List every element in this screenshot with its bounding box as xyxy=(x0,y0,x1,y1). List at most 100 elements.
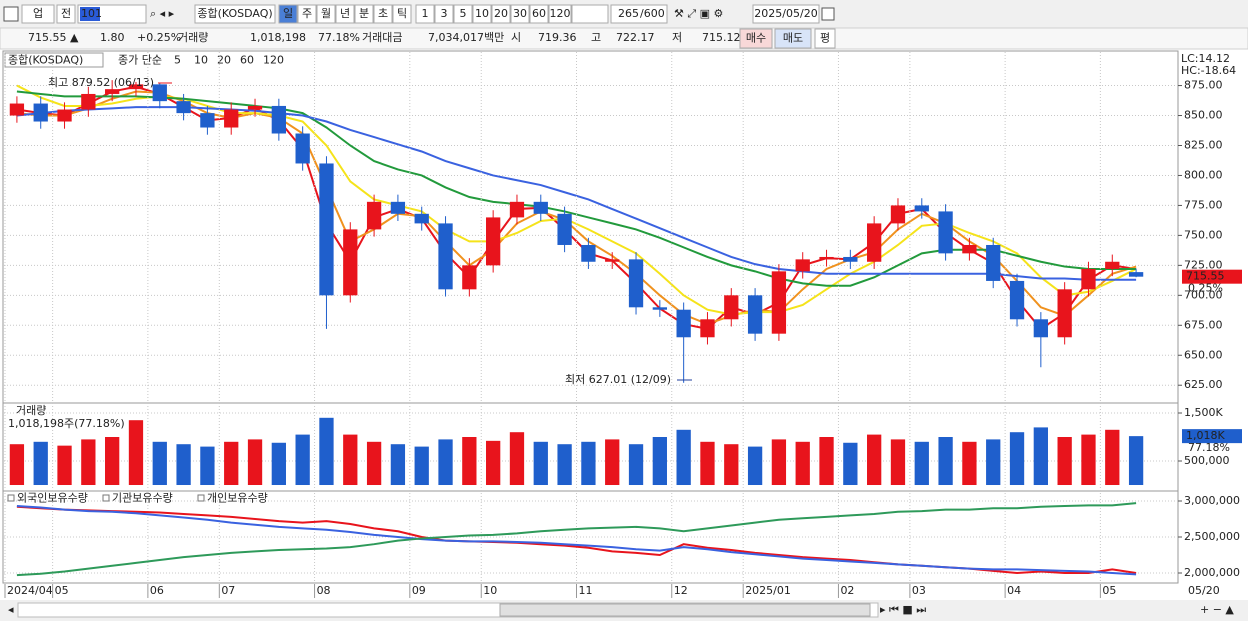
volume-bar xyxy=(462,437,477,486)
scroll-left[interactable]: ◂ xyxy=(8,603,14,616)
calendar-icon[interactable] xyxy=(821,7,835,21)
panel-title: 거래량 xyxy=(16,404,46,417)
y-tick-label: 825.00 xyxy=(1184,138,1223,151)
last-value-box xyxy=(1182,429,1242,444)
y-tick-label: 650.00 xyxy=(1184,348,1223,361)
count-button-box[interactable] xyxy=(472,4,492,24)
candle-body xyxy=(843,256,858,262)
period-button-box[interactable] xyxy=(373,4,393,24)
change: 1.80 xyxy=(100,31,125,44)
buy-button-box[interactable] xyxy=(739,28,773,49)
volume-bar xyxy=(343,434,358,486)
candle-body xyxy=(128,84,144,90)
x-tick-label: 08 xyxy=(317,584,331,597)
series-line xyxy=(16,502,1137,577)
last-rate: 0.25% xyxy=(1188,282,1223,295)
info-bar-bg xyxy=(0,27,1248,50)
candle-body xyxy=(486,217,501,266)
high-label: 고 xyxy=(591,31,601,44)
volume-bar xyxy=(438,439,453,486)
volume-bar xyxy=(271,442,286,486)
volume-bar xyxy=(700,441,715,486)
volume-bar xyxy=(867,434,882,486)
volume-bar xyxy=(105,437,120,486)
count-button-box[interactable] xyxy=(415,4,435,24)
volume-bar xyxy=(771,439,787,486)
prev-button-box[interactable] xyxy=(56,4,76,24)
volume-bar xyxy=(319,417,334,486)
volume-bar xyxy=(652,437,667,486)
candle-body xyxy=(938,211,953,254)
annotation: 최고 879.52 (06/13) xyxy=(48,76,154,89)
y-tick-label: 850.00 xyxy=(1184,109,1223,122)
count-button-box[interactable] xyxy=(491,4,511,24)
name-input: 종합(KOSDAQ) xyxy=(197,7,272,20)
candle-body xyxy=(462,265,477,290)
y-tick-label: 625.00 xyxy=(1184,378,1223,391)
candle-body xyxy=(557,213,572,245)
x-tick-label: 02 xyxy=(840,584,854,597)
series-line xyxy=(16,106,1137,281)
count-button: 20 xyxy=(494,7,508,20)
period-button: 년 xyxy=(340,7,350,20)
candle-body xyxy=(986,244,1001,281)
candle-body xyxy=(343,229,358,296)
count-input[interactable] xyxy=(610,4,668,24)
name-input-box[interactable] xyxy=(194,4,276,24)
count-button-box[interactable] xyxy=(548,4,572,24)
zoom-buttons[interactable]: + − ▲ xyxy=(1200,603,1234,616)
period-button-box[interactable] xyxy=(354,4,374,24)
volume-bar xyxy=(724,444,739,486)
legend-title: 종합(KOSDAQ) xyxy=(8,54,83,67)
candle-body xyxy=(1009,280,1025,320)
candle-body xyxy=(890,205,906,224)
candle-body xyxy=(176,101,191,114)
volume-bar xyxy=(747,446,763,486)
legend-entry: 20 xyxy=(217,54,231,67)
count-button-box[interactable] xyxy=(510,4,530,24)
volume-bar xyxy=(176,444,191,486)
period-button-box[interactable] xyxy=(392,4,412,24)
scroll-buttons[interactable]: ▸ ⏮ ■ ⏭ xyxy=(880,603,926,616)
y-tick-label: 725.00 xyxy=(1184,258,1223,271)
y-tick-label: 750.00 xyxy=(1184,228,1223,241)
x-tick-label: 03 xyxy=(912,584,926,597)
volume-bar xyxy=(295,434,310,486)
prev-button: 전 xyxy=(61,7,71,20)
avg-button-box[interactable] xyxy=(814,28,836,49)
y-tick-label: 800.00 xyxy=(1184,168,1223,181)
search-icons[interactable]: ⌕ ◂ ▸ xyxy=(150,7,175,20)
open: 719.36 xyxy=(538,31,577,44)
candle-body xyxy=(295,133,310,164)
count-button-box[interactable] xyxy=(453,4,473,24)
date-input-box[interactable] xyxy=(752,4,820,24)
low: 715.12 xyxy=(702,31,741,44)
tool-icons[interactable]: ⚒ ⤢ ▣ ⚙ xyxy=(674,7,723,20)
volume-bar xyxy=(9,444,25,486)
period-button-box[interactable] xyxy=(297,4,317,24)
last-value: 1,018K xyxy=(1186,429,1225,442)
scroll-thumb[interactable] xyxy=(499,603,871,617)
market-select-box[interactable] xyxy=(21,4,55,24)
count-button-box[interactable] xyxy=(434,4,454,24)
menu-icon[interactable] xyxy=(3,6,19,22)
last-value: 715.55 xyxy=(1186,270,1225,283)
y-tick-label: 1,500K xyxy=(1184,406,1223,419)
volume-bar xyxy=(819,437,834,486)
candle-body xyxy=(700,319,715,338)
count-button-box[interactable] xyxy=(529,4,549,24)
sell-button: 매도 xyxy=(783,32,803,45)
volume-bar xyxy=(843,442,858,486)
count-select[interactable] xyxy=(571,4,609,24)
low-label: 저 xyxy=(672,31,682,44)
period-button-box[interactable] xyxy=(316,4,336,24)
candle-body xyxy=(962,244,977,254)
period-button-box[interactable] xyxy=(278,4,298,24)
candle-body xyxy=(105,89,120,94)
candle-body xyxy=(676,309,691,338)
side-label: HC:-18.64 xyxy=(1181,64,1236,77)
period-button-box[interactable] xyxy=(335,4,355,24)
sell-button-box[interactable] xyxy=(774,28,812,49)
x-tick-label: 06 xyxy=(150,584,164,597)
